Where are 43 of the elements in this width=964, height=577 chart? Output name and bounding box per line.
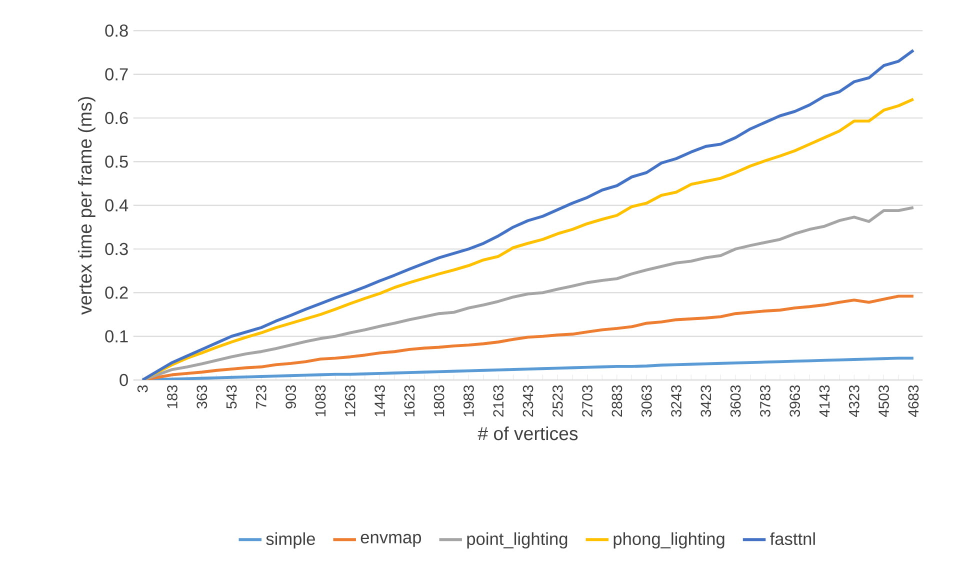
legend-label: point_lighting xyxy=(467,532,568,548)
legend-label: phong_lighting xyxy=(614,532,724,548)
x-tick-label: 183 xyxy=(167,385,178,408)
legend-label: simple xyxy=(266,532,315,548)
x-tick-label: 2883 xyxy=(612,385,622,416)
x-tick-label: 1983 xyxy=(464,385,474,416)
y-tick-label: 0.5 xyxy=(105,155,128,168)
x-tick-label: 2703 xyxy=(582,385,592,416)
x-tick-label: 4143 xyxy=(819,385,830,417)
x-tick-label: 3783 xyxy=(760,385,770,417)
y-tick-label: 0.3 xyxy=(105,242,128,255)
x-tick-label: 3603 xyxy=(730,385,741,417)
y-tick-label: 0.7 xyxy=(105,68,128,80)
y-tick-label: 0.4 xyxy=(105,199,128,212)
legend-label: envmap xyxy=(360,534,422,547)
y-tick-label: 0.1 xyxy=(105,330,128,342)
x-tick-label: 1263 xyxy=(344,385,356,416)
x-axis-title: # of vertices xyxy=(478,426,578,440)
x-tick-label: 903 xyxy=(286,385,296,408)
x-tick-label: 1623 xyxy=(404,385,415,416)
x-tick-label: 723 xyxy=(256,385,266,408)
y-tick-label: 0.6 xyxy=(105,112,128,124)
x-tick-label: 363 xyxy=(196,385,208,408)
y-tick-label: 0.8 xyxy=(105,24,128,37)
x-tick-label: 2343 xyxy=(522,385,534,416)
x-tick-label: 3 xyxy=(137,385,148,392)
legend-label: fasttnl xyxy=(770,532,815,545)
y-axis-title: vertex time per frame (ms) xyxy=(78,96,96,315)
x-tick-label: 2523 xyxy=(552,385,563,416)
x-tick-label: 543 xyxy=(226,385,237,408)
y-tick-label: 0 xyxy=(120,374,128,386)
x-tick-label: 2163 xyxy=(493,385,504,416)
y-tick-label: 0.2 xyxy=(105,286,128,299)
x-tick-label: 3063 xyxy=(641,385,652,417)
x-tick-label: 1443 xyxy=(374,385,385,416)
x-tick-label: 3243 xyxy=(671,385,682,417)
x-tick-label: 4683 xyxy=(908,385,919,417)
x-tick-label: 4323 xyxy=(848,385,860,417)
x-tick-label: 1803 xyxy=(434,385,444,416)
x-tick-label: 1083 xyxy=(315,385,326,416)
x-tick-label: 3423 xyxy=(700,385,712,417)
x-tick-label: 4503 xyxy=(878,385,889,417)
x-tick-label: 3963 xyxy=(790,385,800,417)
